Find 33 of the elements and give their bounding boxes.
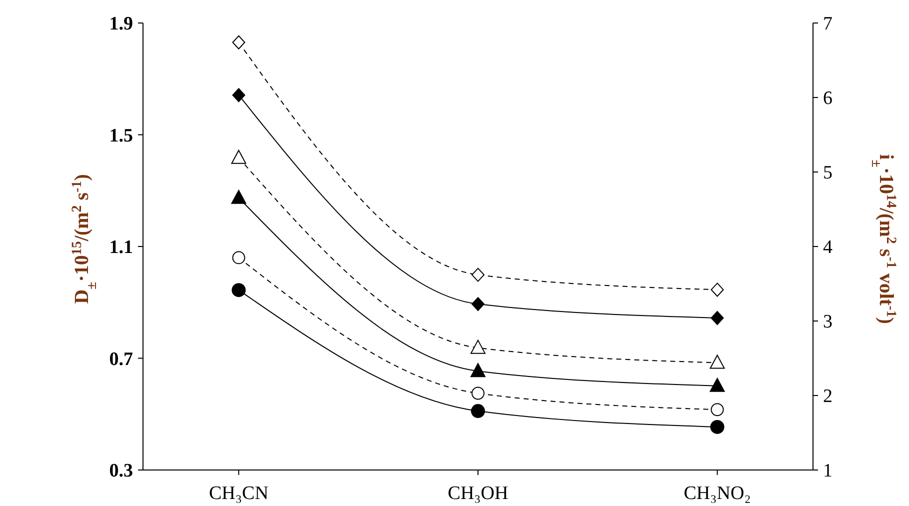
point [710, 403, 724, 416]
y2-tick-label: 6 [823, 88, 832, 110]
point [710, 420, 724, 434]
x-tick-label: CH₃NO₂ [684, 483, 751, 504]
y-tick-label: 1.9 [109, 14, 133, 35]
point [710, 378, 725, 392]
point [472, 297, 484, 312]
point [232, 35, 246, 50]
point [710, 354, 725, 369]
y2-tick-label: 7 [823, 14, 832, 35]
point [232, 88, 246, 102]
x-tick-label: CH₃OH [448, 483, 509, 504]
y2-tick-label: 3 [823, 312, 832, 333]
point [471, 404, 485, 418]
point [472, 268, 484, 282]
y2-tick-label: 2 [823, 386, 832, 408]
point [472, 386, 484, 400]
y-tick-label: 1.1 [109, 237, 133, 258]
y-tick-label: 0.3 [109, 460, 133, 482]
point [710, 282, 724, 297]
y2-tick-label: 4 [823, 237, 833, 258]
y2-tick-label: 1 [823, 460, 832, 482]
point [470, 363, 486, 378]
y2-tick-label: 5 [823, 162, 832, 184]
point [231, 150, 246, 164]
point [470, 340, 486, 354]
point [232, 251, 246, 264]
y-tick-label: 1.5 [109, 125, 133, 146]
y-tick-label: 0.7 [109, 348, 134, 370]
point [231, 190, 246, 204]
point [232, 283, 246, 298]
x-tick-label: CH₃CN [209, 483, 269, 504]
point [710, 311, 724, 326]
